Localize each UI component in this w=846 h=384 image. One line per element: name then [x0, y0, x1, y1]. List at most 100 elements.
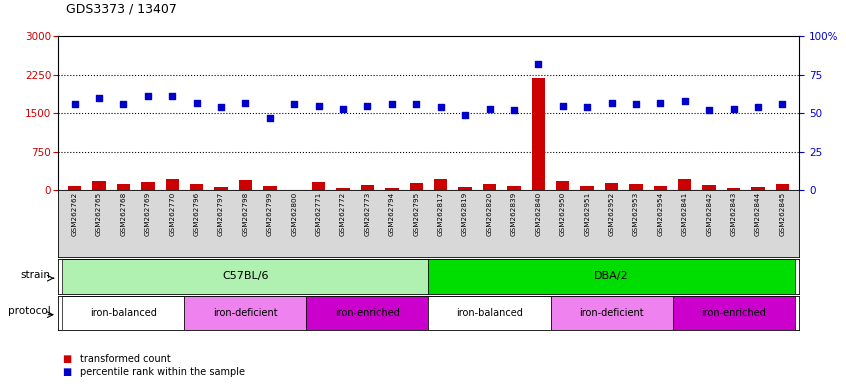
Point — [654, 99, 667, 106]
Point — [166, 93, 179, 99]
Text: GSM262951: GSM262951 — [584, 192, 591, 236]
Text: GSM262799: GSM262799 — [266, 192, 273, 236]
Text: protocol: protocol — [8, 306, 51, 316]
Point — [337, 106, 350, 112]
Text: GSM262770: GSM262770 — [169, 192, 175, 236]
Text: C57BL/6: C57BL/6 — [222, 271, 269, 281]
Point — [288, 101, 301, 107]
Text: transformed count: transformed count — [80, 354, 171, 364]
Point — [531, 61, 545, 67]
Text: iron-balanced: iron-balanced — [456, 308, 523, 318]
Bar — [385, 188, 398, 190]
Text: DBA/2: DBA/2 — [594, 271, 629, 281]
Text: GSM262765: GSM262765 — [96, 192, 102, 236]
Point — [214, 104, 228, 110]
Bar — [141, 182, 155, 190]
Point — [141, 93, 155, 99]
Point — [605, 99, 618, 106]
Text: GSM262795: GSM262795 — [414, 192, 420, 236]
Bar — [751, 187, 765, 190]
Point — [263, 115, 277, 121]
Bar — [306, 296, 428, 330]
Bar — [92, 181, 106, 190]
Bar — [312, 182, 326, 190]
Text: GSM262798: GSM262798 — [243, 192, 249, 236]
Point — [360, 103, 374, 109]
Bar — [166, 179, 179, 190]
Text: GSM262771: GSM262771 — [316, 192, 321, 236]
Text: GSM262844: GSM262844 — [755, 192, 761, 236]
Text: ■: ■ — [62, 354, 71, 364]
Point — [580, 104, 594, 110]
Bar — [483, 184, 497, 190]
Point — [312, 103, 326, 109]
Text: GSM262796: GSM262796 — [194, 192, 200, 236]
Point — [117, 101, 130, 107]
Point — [434, 104, 448, 110]
Text: GSM262819: GSM262819 — [462, 192, 468, 236]
Point — [776, 101, 789, 107]
Bar — [702, 185, 716, 190]
Text: GSM262953: GSM262953 — [633, 192, 639, 236]
Point — [702, 107, 716, 113]
Text: GSM262839: GSM262839 — [511, 192, 517, 236]
Text: GSM262797: GSM262797 — [218, 192, 224, 236]
Text: GSM262769: GSM262769 — [145, 192, 151, 236]
Text: GSM262840: GSM262840 — [536, 192, 541, 236]
Bar — [337, 187, 349, 190]
Bar — [214, 187, 228, 190]
Bar — [673, 296, 794, 330]
Text: iron-balanced: iron-balanced — [90, 308, 157, 318]
Text: GSM262768: GSM262768 — [120, 192, 126, 236]
Text: GSM262843: GSM262843 — [731, 192, 737, 236]
Point — [239, 99, 252, 106]
Text: GSM262794: GSM262794 — [389, 192, 395, 236]
Bar — [239, 180, 252, 190]
Bar — [63, 259, 428, 294]
Point — [409, 101, 423, 107]
Text: GSM262820: GSM262820 — [486, 192, 492, 236]
Bar — [63, 296, 184, 330]
Bar — [428, 259, 794, 294]
Text: iron-enriched: iron-enriched — [335, 308, 400, 318]
Bar — [428, 296, 551, 330]
Point — [507, 107, 520, 113]
Bar — [184, 296, 306, 330]
Text: GSM262817: GSM262817 — [437, 192, 443, 236]
Bar — [360, 185, 374, 190]
Point — [385, 101, 398, 107]
Point — [68, 101, 81, 107]
Text: GSM262842: GSM262842 — [706, 192, 712, 236]
Bar — [727, 187, 740, 190]
Point — [678, 98, 691, 104]
Bar — [508, 186, 520, 190]
Point — [556, 103, 569, 109]
Point — [190, 99, 203, 106]
Bar — [580, 187, 594, 190]
Text: GSM262954: GSM262954 — [657, 192, 663, 236]
Text: iron-deficient: iron-deficient — [213, 308, 277, 318]
Point — [727, 106, 740, 112]
Bar — [678, 179, 691, 190]
Point — [483, 106, 497, 112]
Point — [629, 101, 643, 107]
Text: percentile rank within the sample: percentile rank within the sample — [80, 367, 245, 377]
Bar — [556, 181, 569, 190]
Text: GSM262845: GSM262845 — [779, 192, 785, 236]
Bar — [654, 186, 667, 190]
Text: GSM262950: GSM262950 — [560, 192, 566, 236]
Text: ■: ■ — [62, 367, 71, 377]
Text: GDS3373 / 13407: GDS3373 / 13407 — [66, 2, 177, 15]
Bar — [409, 183, 423, 190]
Bar — [459, 187, 472, 190]
Text: GSM262841: GSM262841 — [682, 192, 688, 236]
Bar — [434, 179, 448, 190]
Bar — [605, 183, 618, 190]
Bar — [263, 186, 277, 190]
Point — [459, 112, 472, 118]
Text: iron-enriched: iron-enriched — [701, 308, 766, 318]
Point — [751, 104, 765, 110]
Text: GSM262762: GSM262762 — [72, 192, 78, 236]
Bar — [190, 184, 203, 190]
Bar — [629, 184, 643, 190]
